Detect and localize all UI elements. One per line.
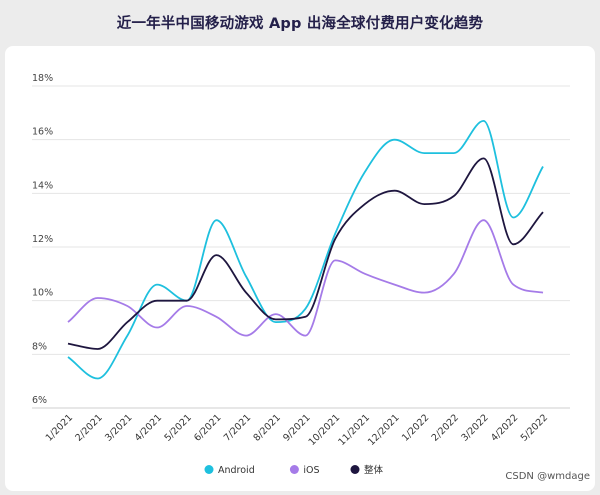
y-tick-label: 6% — [32, 395, 47, 406]
legend-marker — [350, 465, 360, 474]
y-tick-label: 12% — [32, 234, 53, 245]
legend-label: Android — [218, 465, 255, 476]
x-tick-label: 3/2021 — [103, 412, 134, 443]
y-tick-label: 18% — [32, 73, 53, 84]
series-line-0 — [67, 120, 544, 380]
x-tick-label: 2/2021 — [73, 412, 104, 443]
x-tick-label: 4/2021 — [133, 412, 164, 443]
series-line-2 — [67, 157, 544, 350]
chart-title: 近一年半中国移动游戏 App 出海全球付费用户变化趋势 — [116, 16, 484, 32]
x-tick-label: 5/2022 — [519, 412, 550, 443]
x-tick-label: 11/2021 — [336, 412, 372, 448]
x-tick-label: 7/2021 — [222, 412, 253, 443]
x-tick-label: 1/2021 — [44, 412, 75, 443]
x-tick-label: 6/2021 — [192, 412, 223, 443]
legend-label: iOS — [303, 465, 319, 476]
x-tick-label: 10/2021 — [307, 412, 343, 448]
y-tick-label: 8% — [32, 341, 47, 352]
gridlines — [32, 85, 570, 409]
y-tick-label: 16% — [32, 127, 53, 138]
chart-card: 6% 8% 10% 12% 14% 16% 18% 1/2021 2/2021 3/2021 4/… — [5, 46, 595, 491]
legend: Android iOS 整体 — [204, 464, 384, 476]
legend-marker — [289, 465, 299, 474]
line-chart: 6%8%10%12%14%16%18% 1/20212/20213/20214/… — [32, 73, 570, 476]
legend-label: 整体 — [364, 464, 384, 476]
series-line-1 — [67, 219, 544, 337]
x-axis-ticks: 1/20212/20213/20214/20215/20216/20217/20… — [44, 412, 550, 448]
x-tick-label: 3/2022 — [459, 412, 490, 443]
x-tick-label: 8/2021 — [252, 412, 283, 443]
y-tick-label: 14% — [32, 180, 53, 191]
legend-marker — [204, 465, 214, 474]
x-tick-label: 5/2021 — [162, 412, 193, 443]
x-tick-label: 12/2021 — [366, 412, 402, 448]
y-tick-label: 10% — [32, 288, 53, 299]
x-tick-label: 2/2022 — [430, 412, 461, 443]
x-tick-label: 4/2022 — [489, 412, 520, 443]
series-lines — [67, 120, 544, 380]
watermark: CSDN @wmdage — [505, 471, 590, 482]
x-tick-label: 1/2022 — [400, 412, 431, 443]
y-axis-ticks: 6% 8% 10% 12% 14% 16% 18% — [32, 73, 53, 406]
